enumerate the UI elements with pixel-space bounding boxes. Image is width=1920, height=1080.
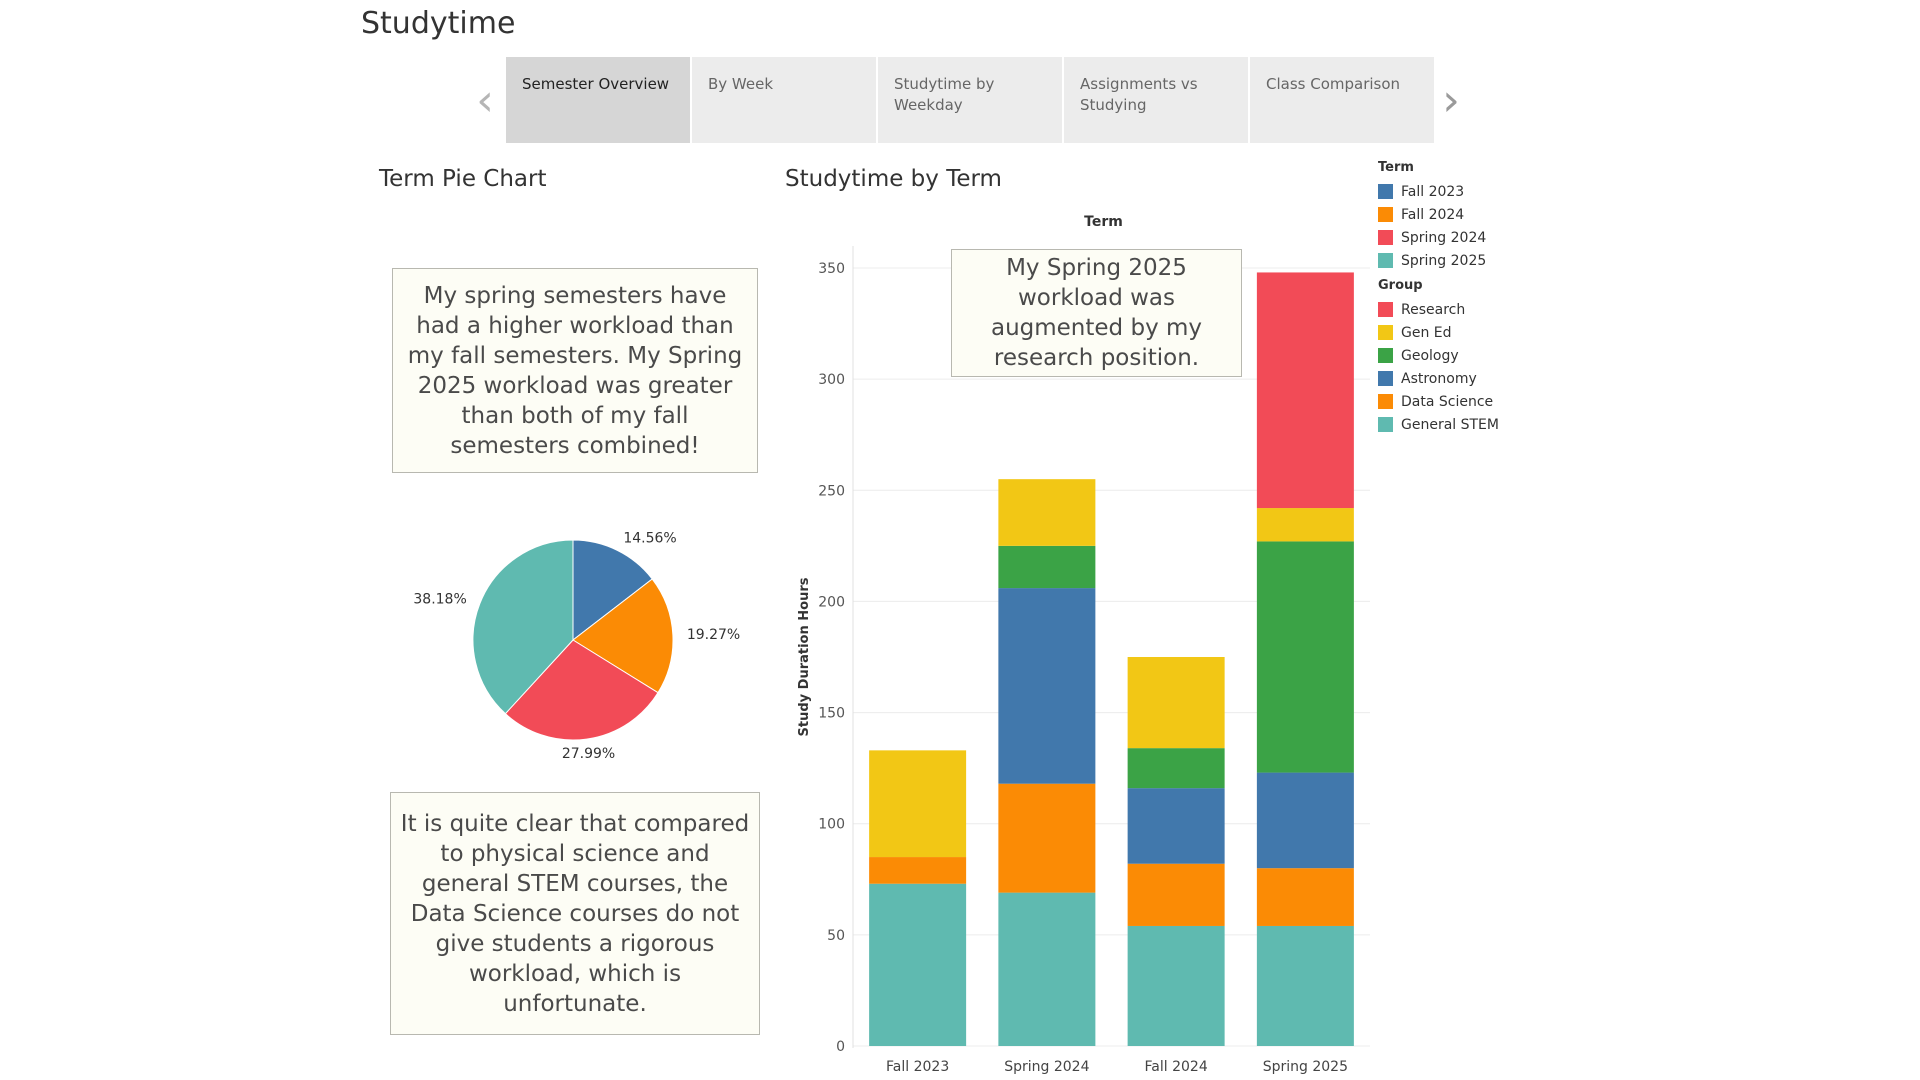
note-spring-workload: My spring semesters have had a higher wo… (392, 268, 758, 473)
bar-segment-spring-2025-data-science[interactable] (1256, 868, 1354, 926)
y-axis-title: Study Duration Hours (797, 577, 812, 736)
legend-group-data-science[interactable]: Data Science (1378, 390, 1499, 413)
y-tick-label: 0 (836, 1039, 845, 1055)
pie-slice-spring-2025[interactable] (472, 539, 574, 715)
tab-by-week[interactable]: By Week (692, 57, 876, 143)
y-tick-label: 250 (818, 483, 845, 499)
legend-group-geology[interactable]: Geology (1378, 344, 1499, 367)
legend-swatch (1378, 417, 1393, 432)
bar-segment-spring-2025-gen-ed[interactable] (1256, 508, 1354, 542)
bar-segment-spring-2025-research[interactable] (1256, 272, 1354, 509)
bar-section-title: Studytime by Term (785, 166, 1002, 192)
bar-segment-fall-2024-data-science[interactable] (1127, 863, 1225, 926)
bar-segment-spring-2025-general-stem[interactable] (1256, 925, 1354, 1046)
bar-segment-fall-2024-gen-ed[interactable] (1127, 657, 1225, 749)
legend-label: Gen Ed (1401, 324, 1452, 341)
legend-group-gen-ed[interactable]: Gen Ed (1378, 321, 1499, 344)
tab-studytime-by-weekday[interactable]: Studytime by Weekday (878, 57, 1062, 143)
bar-segment-spring-2025-astronomy[interactable] (1256, 772, 1354, 869)
legend-term-title: Term (1378, 160, 1414, 175)
bar-segment-spring-2024-gen-ed[interactable] (998, 479, 1096, 546)
legend-swatch (1378, 371, 1393, 386)
pie-label-fall-2024: 19.27% (687, 627, 740, 643)
legend-label: Fall 2024 (1401, 206, 1465, 223)
pie-label-spring-2025: 38.18% (413, 592, 466, 608)
bar-segment-fall-2024-astronomy[interactable] (1127, 788, 1225, 864)
legend-swatch (1378, 253, 1393, 268)
legend-label: General STEM (1401, 416, 1499, 433)
pie-slice-spring-2024[interactable] (504, 639, 659, 741)
bar-segment-spring-2025-geology[interactable] (1256, 541, 1354, 773)
x-tick-label-fall-2024: Fall 2024 (1145, 1059, 1208, 1075)
stacked-bar-chart: 0 50 100 150 200 250 300 350 Term Study Duration … (797, 214, 1370, 1075)
legend-swatch (1378, 325, 1393, 340)
legend-term-fall-2023[interactable]: Fall 2023 (1378, 180, 1499, 203)
note-data-science: It is quite clear that compared to physi… (390, 792, 760, 1035)
legend-group-research[interactable]: Research (1378, 298, 1499, 321)
legend-group-general-stem[interactable]: General STEM (1378, 413, 1499, 436)
chevron-right-icon[interactable]: › (1442, 75, 1460, 126)
bar-segment-fall-2023-data-science[interactable] (869, 857, 967, 884)
legend-label: Research (1401, 301, 1466, 318)
y-tick-label: 150 (818, 706, 845, 722)
legend-term-spring-2024[interactable]: Spring 2024 (1378, 226, 1499, 249)
legend-label: Geology (1401, 347, 1459, 364)
legend-label: Astronomy (1401, 370, 1477, 387)
legend-swatch (1378, 302, 1393, 317)
legend-swatch (1378, 348, 1393, 363)
x-axis-title: Term (1084, 214, 1123, 230)
x-tick-label-spring-2024: Spring 2024 (1004, 1059, 1089, 1075)
legend-swatch (1378, 230, 1393, 245)
bar-segment-spring-2024-data-science[interactable] (998, 783, 1096, 893)
bar-segment-spring-2024-astronomy[interactable] (998, 588, 1096, 784)
y-tick-label: 350 (818, 261, 845, 277)
bar-segment-spring-2024-geology[interactable] (998, 545, 1096, 589)
pie-slice-fall-2023[interactable] (572, 539, 653, 642)
tab-semester-overview[interactable]: Semester Overview (506, 57, 690, 143)
legend-label: Spring 2024 (1401, 229, 1487, 246)
pie-chart: 14.56% 19.27% 27.99% 38.18% (413, 531, 740, 762)
legend-label: Spring 2025 (1401, 252, 1487, 269)
tab-class-comparison[interactable]: Class Comparison (1250, 57, 1434, 143)
pie-label-spring-2024: 27.99% (562, 746, 615, 762)
story-tabs: Semester Overview By Week Studytime by W… (506, 57, 1434, 143)
page-title: Studytime (361, 6, 516, 41)
legend-swatch (1378, 184, 1393, 199)
legend-swatch (1378, 394, 1393, 409)
pie-label-fall-2023: 14.56% (623, 531, 676, 547)
legend-group-astronomy[interactable]: Astronomy (1378, 367, 1499, 390)
pie-slice-fall-2024[interactable] (572, 578, 674, 694)
tab-assignments-vs-studying[interactable]: Assignments vs Studying (1064, 57, 1248, 143)
bar-segment-spring-2024-general-stem[interactable] (998, 892, 1096, 1046)
legend-label: Data Science (1401, 393, 1494, 410)
x-tick-label-fall-2023: Fall 2023 (886, 1059, 949, 1075)
bar-segment-fall-2023-gen-ed[interactable] (869, 750, 967, 858)
note-research-annotation: My Spring 2025 workload was augmented by… (951, 249, 1242, 377)
legend-swatch (1378, 207, 1393, 222)
bar-segment-fall-2024-geology[interactable] (1127, 748, 1225, 789)
bar-segment-fall-2024-general-stem[interactable] (1127, 925, 1225, 1046)
pie-section-title: Term Pie Chart (379, 166, 547, 192)
legend-label: Fall 2023 (1401, 183, 1465, 200)
y-tick-label: 100 (818, 817, 845, 833)
legend-term-spring-2025[interactable]: Spring 2025 (1378, 249, 1499, 272)
y-tick-label: 300 (818, 372, 845, 388)
legend-term-fall-2024[interactable]: Fall 2024 (1378, 203, 1499, 226)
legend: Term Fall 2023 Fall 2024 Spring 2024 Spring… (1378, 160, 1499, 436)
legend-group-title: Group (1378, 278, 1423, 293)
y-tick-label: 200 (818, 594, 845, 610)
bar-segment-fall-2023-general-stem[interactable] (869, 883, 967, 1046)
x-tick-label-spring-2025: Spring 2025 (1263, 1059, 1348, 1075)
y-tick-label: 50 (827, 928, 845, 944)
chevron-left-icon[interactable]: ‹ (476, 75, 494, 126)
